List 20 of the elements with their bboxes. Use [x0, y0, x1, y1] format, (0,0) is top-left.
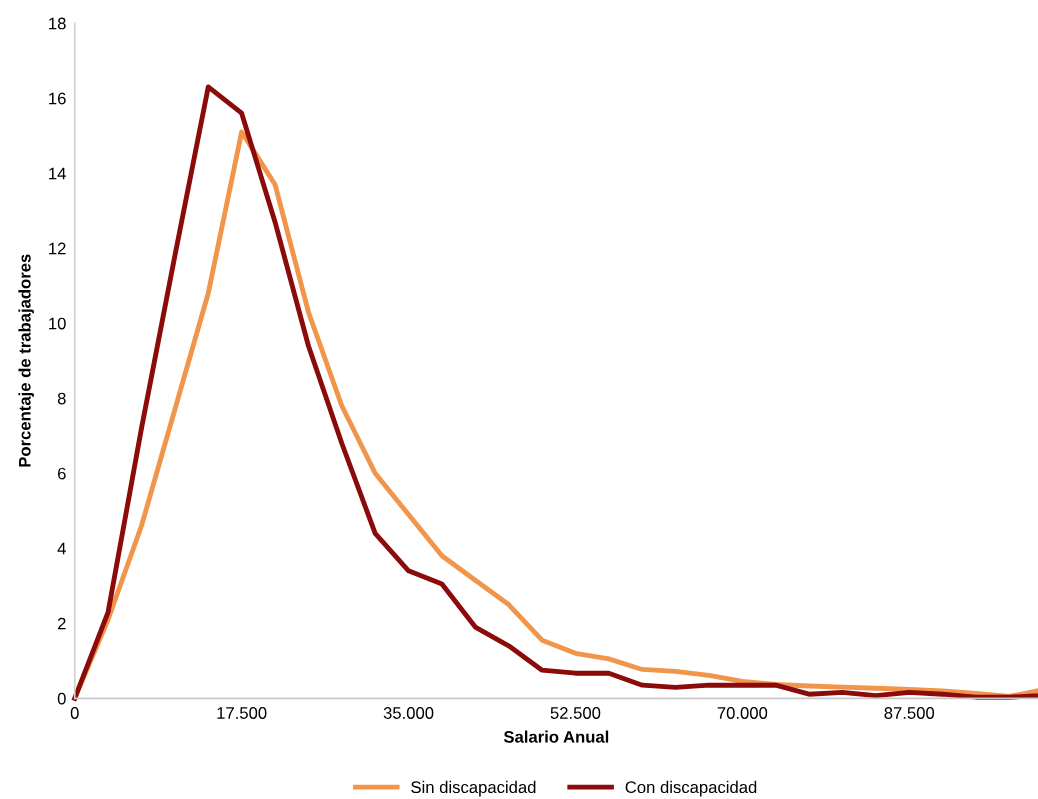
x-axis-title: Salario Anual	[503, 730, 609, 743]
y-tick-label: 18	[49, 17, 66, 30]
y-tick-label: 14	[49, 167, 66, 180]
y-tick-label: 16	[49, 92, 66, 105]
x-tick-label: 87.500	[884, 707, 935, 719]
x-tick-label: 70.000	[717, 707, 768, 719]
x-tick-label: 17.500	[217, 707, 267, 719]
y-tick-label: 10	[49, 317, 66, 330]
y-tick-label: 8	[57, 392, 66, 405]
y-axis-title: Porcentaje de trabajadores	[18, 254, 34, 467]
y-tick-label: 0	[57, 692, 66, 705]
x-tick-label: 52.500	[550, 707, 601, 719]
y-tick-label: 12	[49, 242, 66, 255]
legend-label: Con discapacidad	[625, 780, 757, 797]
y-tick-label: 6	[57, 467, 66, 480]
x-tick-label: 35.000	[383, 707, 434, 719]
y-tick-label: 4	[57, 542, 66, 555]
x-tick-label: 0	[70, 707, 79, 719]
y-tick-label: 2	[57, 617, 66, 630]
legend-label: Sin discapacidad	[411, 780, 536, 797]
